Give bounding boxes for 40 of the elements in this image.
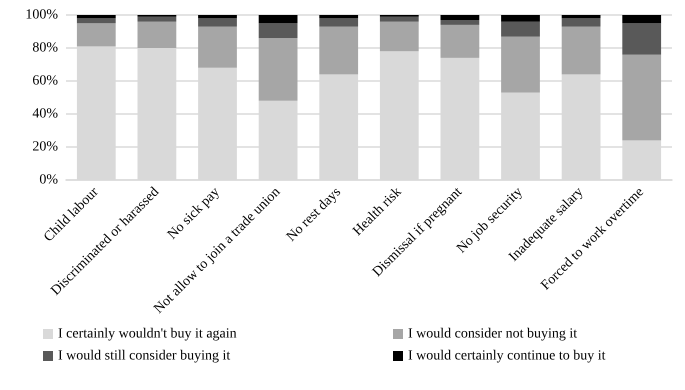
bar <box>198 18 237 27</box>
legend-label: I would consider not buying it <box>408 326 578 342</box>
bar <box>440 20 480 25</box>
y-tick-label: 60% <box>32 74 58 88</box>
bar <box>76 15 116 18</box>
legend-label: I would still consider buying it <box>58 348 230 364</box>
bar <box>622 54 662 140</box>
legend-label: I certainly wouldn't buy it again <box>58 326 237 342</box>
bar <box>380 22 419 52</box>
bar <box>562 18 600 27</box>
bar <box>380 16 419 22</box>
bar <box>319 18 358 27</box>
bar <box>319 15 358 18</box>
legend-label: I would certainly continue to buy it <box>408 348 606 364</box>
bar <box>440 15 480 20</box>
y-tick-label: 20% <box>32 140 58 154</box>
y-tick-label: 80% <box>32 40 58 56</box>
bar <box>258 38 298 101</box>
y-tick-label: 100% <box>25 8 58 22</box>
x-tick-label: No rest days <box>284 184 344 245</box>
bar <box>501 36 540 93</box>
bar <box>138 16 176 22</box>
bar <box>76 18 116 24</box>
bar <box>622 23 662 55</box>
bar <box>501 15 540 22</box>
bar <box>76 23 116 46</box>
bar <box>622 15 662 24</box>
bar <box>501 22 540 36</box>
bar <box>440 24 480 58</box>
bar <box>258 15 298 24</box>
bar <box>319 26 358 74</box>
y-tick-label: 0% <box>39 172 58 188</box>
bar <box>198 15 237 18</box>
bar <box>562 15 600 18</box>
y-tick-label: 40% <box>32 106 58 122</box>
x-tick-label: No sick pay <box>164 184 223 243</box>
bar <box>258 23 298 38</box>
bar <box>562 26 600 74</box>
bar <box>138 22 176 48</box>
bar <box>198 26 237 68</box>
